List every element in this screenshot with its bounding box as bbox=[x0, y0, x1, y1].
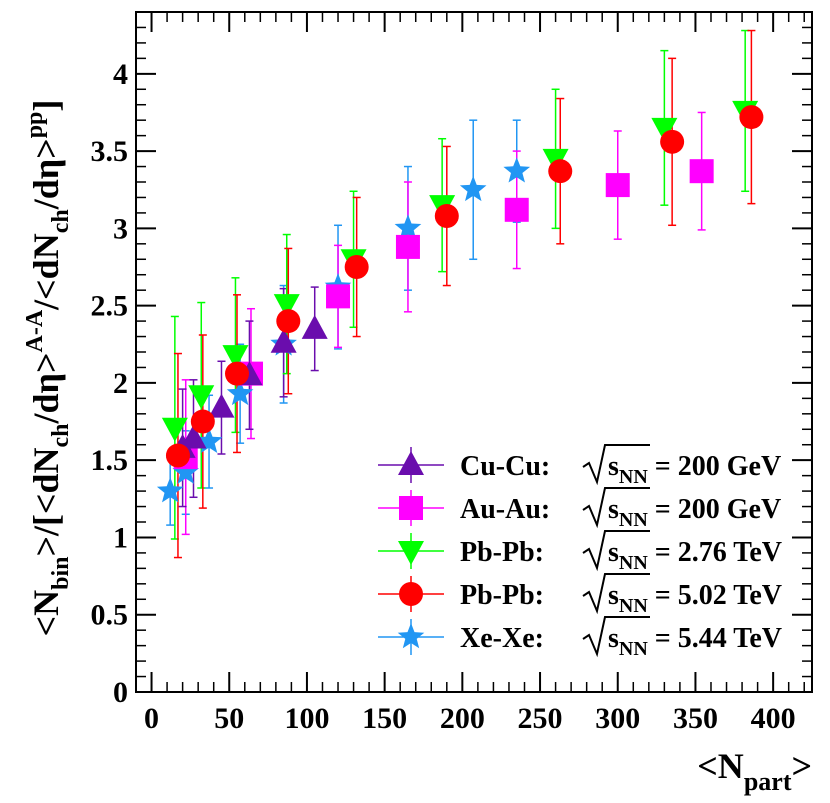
sqrt-sign bbox=[582, 530, 650, 572]
x-tick-label: 400 bbox=[751, 702, 796, 735]
data-point bbox=[548, 159, 573, 184]
legend-system-label: Au-Au: bbox=[460, 494, 550, 525]
legend-energy-label: sNN = 2.76 TeV bbox=[608, 537, 782, 574]
legend-marker bbox=[398, 451, 424, 475]
data-point bbox=[273, 294, 300, 319]
x-tick-label: 100 bbox=[284, 702, 329, 735]
legend-system-label: Pb-Pb: bbox=[460, 537, 544, 568]
data-point bbox=[605, 173, 630, 198]
markers-circle bbox=[165, 105, 764, 468]
x-tick-label: 250 bbox=[518, 702, 563, 735]
data-point bbox=[161, 417, 188, 442]
data-point bbox=[225, 361, 250, 386]
data-point bbox=[459, 175, 487, 202]
legend-entry: Pb-Pb: sNN = 5.02 TeV bbox=[378, 573, 782, 617]
data-point bbox=[394, 214, 422, 240]
y-tick-label: 4 bbox=[113, 58, 128, 91]
data-point bbox=[739, 105, 764, 130]
data-point bbox=[344, 255, 369, 279]
data-point bbox=[270, 328, 297, 353]
legend-entry: Cu-Cu: sNN = 200 GeV bbox=[378, 444, 781, 488]
data-point bbox=[156, 477, 184, 503]
data-point bbox=[226, 379, 254, 406]
data-point bbox=[689, 159, 714, 184]
data-point bbox=[195, 427, 223, 453]
legend-energy-label: sNN = 200 GeV bbox=[608, 494, 781, 531]
x-tick-label: 0 bbox=[144, 702, 159, 735]
y-tick-label: 3 bbox=[113, 212, 128, 245]
data-point bbox=[651, 117, 678, 142]
sqrt-sign bbox=[582, 616, 650, 658]
y-tick-label: 3.5 bbox=[91, 135, 129, 168]
legend-system-label: Xe-Xe: bbox=[460, 623, 544, 654]
y-axis-title: <Nbin>/[<dNch/dη>A-A/<dNch/dη>pp] bbox=[22, 100, 74, 637]
data-point bbox=[326, 284, 351, 309]
x-tick-label: 150 bbox=[362, 702, 407, 735]
x-tick-label: 350 bbox=[673, 702, 718, 735]
x-tick-label: 50 bbox=[214, 702, 244, 735]
data-point bbox=[172, 458, 199, 484]
sqrt-sign bbox=[582, 487, 650, 529]
legend-entry: Xe-Xe: sNN = 5.44 TeV bbox=[378, 616, 782, 660]
data-point bbox=[165, 443, 190, 468]
data-point bbox=[395, 234, 420, 259]
chart-axes: 0 50 100 150 200 250 300 350 400 0 0.5 1 1.5 2 2.5 3 3.5… bbox=[91, 11, 813, 735]
y-tick-label: 2.5 bbox=[91, 290, 129, 323]
data-point bbox=[301, 314, 328, 339]
data-point bbox=[208, 393, 235, 418]
x-axis-title: <Npart> bbox=[697, 746, 812, 796]
legend-energy-label: sNN = 5.44 TeV bbox=[608, 623, 782, 660]
data-point bbox=[504, 197, 529, 222]
data-point bbox=[190, 409, 215, 434]
legend-energy-label: sNN = 5.02 TeV bbox=[608, 580, 782, 617]
data-point bbox=[276, 309, 301, 334]
sqrt-sign bbox=[582, 573, 650, 615]
y-tick-label: 0 bbox=[113, 676, 128, 709]
y-tick-label: 0.5 bbox=[91, 599, 129, 632]
legend-marker bbox=[397, 623, 425, 649]
y-tick-label: 1.5 bbox=[91, 444, 129, 477]
legend-system-label: Pb-Pb: bbox=[460, 580, 544, 611]
chart-series bbox=[156, 29, 764, 559]
legend-entry: Pb-Pb: sNN = 2.76 TeV bbox=[378, 530, 782, 574]
data-point bbox=[503, 157, 531, 183]
data-point bbox=[434, 204, 459, 228]
sqrt-sign bbox=[582, 444, 650, 486]
y-tick-label: 1 bbox=[113, 521, 128, 554]
legend-marker bbox=[399, 582, 423, 606]
legend-marker bbox=[398, 541, 424, 565]
data-point bbox=[188, 385, 215, 410]
legend-marker bbox=[399, 496, 423, 520]
legend-entry: Au-Au: sNN = 200 GeV bbox=[378, 487, 781, 531]
data-point bbox=[222, 345, 249, 370]
data-point bbox=[660, 129, 685, 154]
y-tick-label: 2 bbox=[113, 367, 128, 400]
data-point bbox=[180, 424, 207, 449]
x-tick-label: 300 bbox=[595, 702, 640, 735]
legend-energy-label: sNN = 200 GeV bbox=[608, 451, 781, 488]
legend-system-label: Cu-Cu: bbox=[460, 451, 550, 482]
x-tick-label: 200 bbox=[440, 702, 485, 735]
